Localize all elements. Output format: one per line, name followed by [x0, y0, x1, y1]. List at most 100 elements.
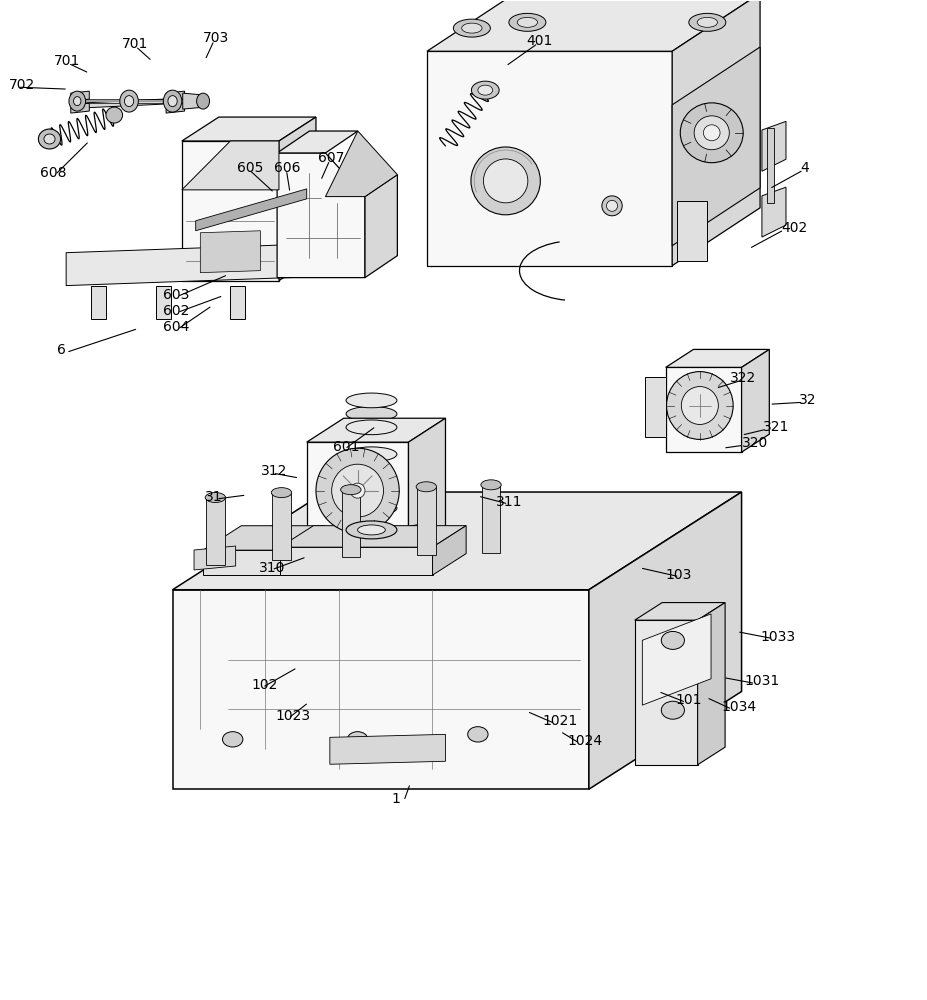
Ellipse shape [661, 701, 684, 719]
Text: 310: 310 [259, 561, 285, 575]
Ellipse shape [106, 107, 122, 123]
Ellipse shape [508, 13, 545, 31]
Polygon shape [279, 117, 315, 281]
Ellipse shape [661, 631, 684, 649]
Polygon shape [166, 103, 184, 113]
Polygon shape [676, 201, 706, 261]
Ellipse shape [168, 96, 177, 107]
Ellipse shape [470, 147, 540, 215]
Polygon shape [408, 418, 445, 550]
Polygon shape [341, 490, 360, 557]
Polygon shape [665, 367, 741, 452]
Polygon shape [182, 141, 279, 190]
Polygon shape [307, 418, 445, 442]
Polygon shape [307, 442, 408, 550]
Polygon shape [589, 492, 741, 789]
Ellipse shape [688, 13, 725, 31]
Text: 1034: 1034 [720, 700, 756, 714]
Text: 701: 701 [54, 54, 81, 68]
Polygon shape [481, 485, 500, 553]
Text: 322: 322 [729, 371, 755, 385]
Ellipse shape [346, 521, 397, 539]
Text: 606: 606 [274, 161, 300, 175]
Text: 607: 607 [317, 151, 344, 165]
Ellipse shape [271, 488, 291, 498]
Polygon shape [206, 498, 224, 565]
Text: 4: 4 [800, 161, 808, 175]
Text: 701: 701 [121, 37, 148, 51]
Ellipse shape [346, 433, 397, 448]
Ellipse shape [124, 96, 133, 107]
Polygon shape [426, 0, 759, 51]
Polygon shape [230, 286, 245, 319]
Polygon shape [172, 590, 589, 789]
Polygon shape [196, 189, 307, 231]
Ellipse shape [453, 19, 489, 37]
Text: 1033: 1033 [759, 630, 794, 644]
Ellipse shape [357, 525, 385, 535]
Ellipse shape [163, 90, 182, 112]
Polygon shape [182, 117, 315, 141]
Polygon shape [416, 487, 435, 555]
Polygon shape [325, 131, 397, 197]
Ellipse shape [602, 196, 621, 216]
Polygon shape [80, 99, 163, 108]
Polygon shape [183, 93, 205, 109]
Ellipse shape [480, 480, 501, 490]
Text: 401: 401 [526, 34, 552, 48]
Polygon shape [70, 103, 89, 113]
Polygon shape [641, 614, 710, 705]
Polygon shape [767, 128, 773, 203]
Ellipse shape [606, 200, 617, 211]
Text: 601: 601 [332, 440, 359, 454]
Polygon shape [741, 349, 768, 452]
Ellipse shape [346, 487, 397, 502]
Polygon shape [634, 603, 724, 620]
Polygon shape [697, 603, 724, 765]
Polygon shape [203, 550, 286, 575]
Ellipse shape [331, 464, 383, 517]
Polygon shape [70, 91, 89, 101]
Text: 311: 311 [496, 495, 522, 509]
Polygon shape [277, 153, 364, 278]
Ellipse shape [69, 91, 85, 111]
Ellipse shape [680, 387, 717, 424]
Ellipse shape [44, 134, 55, 144]
Polygon shape [432, 526, 465, 575]
Ellipse shape [120, 90, 138, 112]
Text: 603: 603 [163, 288, 189, 302]
Polygon shape [329, 734, 445, 764]
Text: 102: 102 [251, 678, 277, 692]
Ellipse shape [38, 129, 60, 149]
Ellipse shape [73, 97, 81, 106]
Polygon shape [166, 91, 184, 101]
Text: 32: 32 [798, 393, 816, 407]
Polygon shape [671, 0, 759, 266]
Polygon shape [426, 51, 671, 266]
Polygon shape [272, 493, 290, 560]
Ellipse shape [483, 159, 527, 203]
Ellipse shape [415, 482, 436, 492]
Ellipse shape [346, 514, 397, 529]
Polygon shape [671, 47, 759, 246]
Ellipse shape [346, 501, 397, 515]
Text: 1031: 1031 [743, 674, 779, 688]
Ellipse shape [703, 125, 719, 141]
Polygon shape [364, 175, 397, 278]
Ellipse shape [471, 81, 499, 99]
Polygon shape [761, 121, 785, 171]
Ellipse shape [222, 732, 243, 747]
Ellipse shape [346, 407, 397, 421]
Ellipse shape [205, 493, 225, 502]
Ellipse shape [346, 393, 397, 408]
Ellipse shape [462, 23, 481, 33]
Text: 320: 320 [741, 436, 767, 450]
Ellipse shape [346, 447, 397, 462]
Polygon shape [280, 547, 432, 575]
Polygon shape [665, 349, 768, 367]
Text: 1: 1 [391, 792, 400, 806]
Polygon shape [172, 492, 741, 590]
Text: 1024: 1024 [567, 734, 603, 748]
Text: 31: 31 [205, 490, 222, 504]
Text: 602: 602 [163, 304, 189, 318]
